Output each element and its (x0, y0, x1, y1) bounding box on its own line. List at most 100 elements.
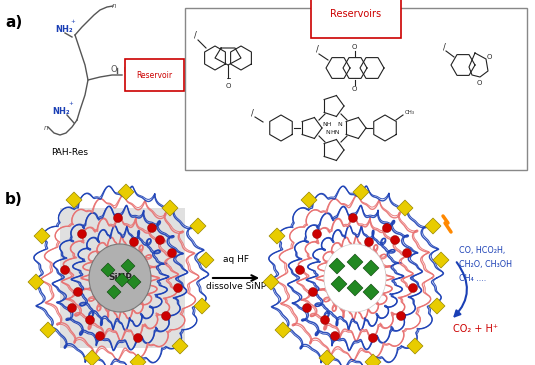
Circle shape (173, 284, 182, 292)
Text: Reservoir: Reservoir (136, 70, 172, 80)
Text: /: / (316, 45, 318, 54)
Circle shape (364, 238, 373, 246)
Polygon shape (107, 285, 121, 299)
Text: CO₂ + H⁺: CO₂ + H⁺ (453, 324, 498, 334)
Polygon shape (34, 228, 50, 244)
Polygon shape (172, 338, 188, 354)
Polygon shape (363, 260, 379, 276)
FancyArrowPatch shape (455, 262, 467, 316)
Polygon shape (301, 192, 317, 208)
Bar (185, 8, 527, 170)
Text: CH₃: CH₃ (405, 110, 415, 115)
Circle shape (312, 230, 322, 238)
Text: NH: NH (322, 122, 332, 127)
Text: N: N (326, 131, 331, 135)
Circle shape (162, 311, 171, 320)
Polygon shape (28, 274, 44, 290)
Polygon shape (198, 252, 214, 268)
Text: /: / (442, 42, 446, 51)
Text: N: N (338, 122, 342, 127)
Polygon shape (429, 298, 445, 314)
Circle shape (96, 331, 104, 341)
Text: n: n (44, 125, 49, 131)
Polygon shape (121, 259, 135, 273)
Text: aq HF: aq HF (223, 255, 249, 264)
Text: HN: HN (330, 131, 340, 135)
Polygon shape (115, 273, 129, 287)
Text: /: / (250, 108, 254, 117)
Polygon shape (101, 263, 115, 277)
Circle shape (113, 214, 123, 223)
Text: N: N (123, 67, 128, 73)
Text: b): b) (5, 192, 23, 207)
Text: /: / (194, 31, 196, 40)
Circle shape (391, 235, 400, 245)
Text: CH₄ ....: CH₄ .... (459, 274, 486, 283)
Text: NH₂: NH₂ (55, 26, 73, 35)
Circle shape (67, 304, 77, 312)
Circle shape (148, 223, 157, 233)
Text: CO, HCO₂H,: CO, HCO₂H, (459, 246, 505, 255)
Text: O: O (225, 83, 231, 89)
Circle shape (156, 235, 164, 245)
Polygon shape (353, 184, 369, 200)
Polygon shape (425, 218, 441, 234)
Text: SiNP: SiNP (108, 273, 132, 283)
Text: Reservoirs: Reservoirs (331, 9, 381, 19)
Circle shape (86, 315, 95, 324)
Text: O: O (476, 80, 482, 86)
Polygon shape (347, 280, 363, 296)
Polygon shape (347, 254, 363, 270)
Text: +: + (70, 19, 75, 24)
Polygon shape (127, 275, 141, 289)
Bar (60, 208, 185, 348)
Circle shape (73, 288, 82, 296)
Circle shape (302, 304, 311, 312)
Text: CH₂O, CH₃OH: CH₂O, CH₃OH (459, 260, 512, 269)
Polygon shape (194, 298, 210, 314)
Polygon shape (329, 258, 345, 274)
Text: O: O (111, 65, 117, 74)
Circle shape (331, 331, 340, 341)
Text: O: O (351, 86, 357, 92)
Text: PAH-Res: PAH-Res (51, 148, 88, 157)
Ellipse shape (89, 244, 151, 312)
Polygon shape (263, 274, 279, 290)
Circle shape (396, 311, 406, 320)
Circle shape (167, 249, 177, 257)
Circle shape (78, 230, 87, 238)
Polygon shape (331, 276, 347, 292)
Circle shape (348, 214, 357, 223)
Polygon shape (162, 200, 178, 216)
Text: a): a) (5, 15, 22, 30)
Polygon shape (433, 252, 449, 268)
Ellipse shape (324, 244, 386, 312)
Circle shape (402, 249, 411, 257)
Polygon shape (319, 350, 335, 365)
Polygon shape (365, 354, 381, 365)
Circle shape (134, 334, 142, 342)
Circle shape (369, 334, 378, 342)
Circle shape (129, 238, 139, 246)
Polygon shape (275, 322, 291, 338)
Polygon shape (40, 322, 56, 338)
Polygon shape (397, 200, 413, 216)
Circle shape (295, 265, 304, 274)
Text: NH₂: NH₂ (52, 107, 70, 115)
Polygon shape (363, 284, 379, 300)
Polygon shape (190, 218, 206, 234)
Circle shape (409, 284, 417, 292)
Polygon shape (407, 338, 423, 354)
Text: O: O (351, 44, 357, 50)
Circle shape (383, 223, 392, 233)
Polygon shape (118, 184, 134, 200)
Circle shape (309, 288, 317, 296)
Polygon shape (66, 192, 82, 208)
Polygon shape (130, 354, 146, 365)
Text: +: + (68, 101, 73, 106)
Circle shape (320, 315, 330, 324)
Text: dissolve SiNP: dissolve SiNP (206, 282, 266, 291)
Polygon shape (269, 228, 285, 244)
Text: O: O (487, 54, 492, 60)
Circle shape (60, 265, 70, 274)
